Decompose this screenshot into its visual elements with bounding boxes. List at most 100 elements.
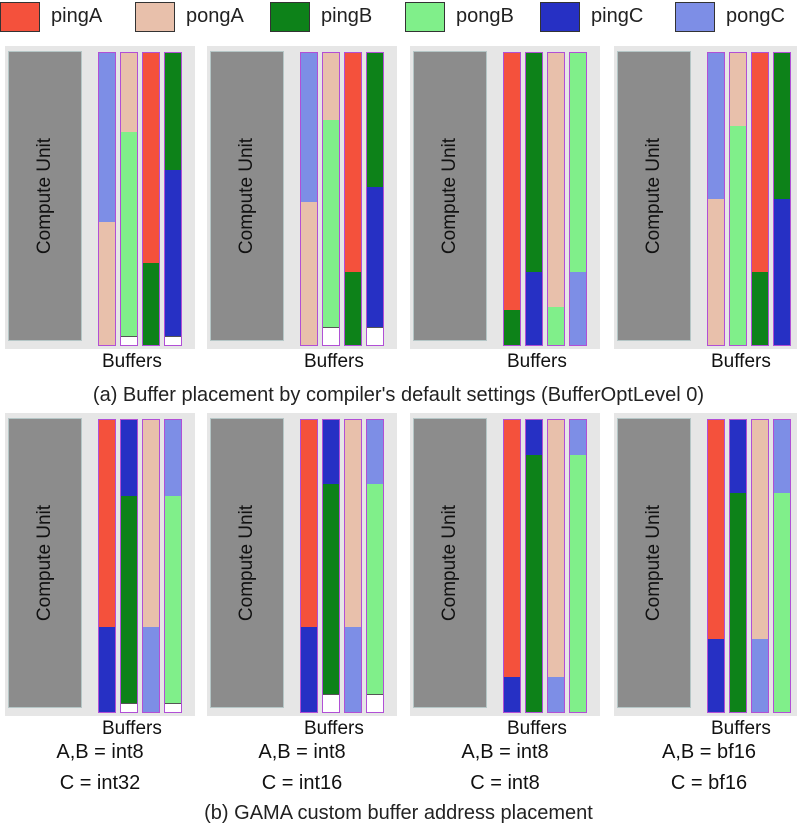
buffers-label: Buffers	[102, 718, 162, 739]
buffer-segment-free	[165, 703, 181, 712]
buffer-column	[344, 52, 362, 346]
buffer-segment-pingA	[752, 53, 768, 272]
buffer-segment-pingC	[526, 420, 542, 456]
buffer-segment-pingA	[345, 53, 361, 272]
buffer-segment-free	[121, 336, 137, 345]
buffers-label: Buffers	[711, 718, 771, 739]
buffer-column	[525, 52, 543, 346]
compute-unit-label: Compute Unit	[643, 504, 664, 622]
dtype-ab-label: A,B = int8	[461, 741, 549, 763]
compute-unit: Compute Unit	[8, 418, 82, 708]
buffer-column	[751, 419, 769, 713]
buffer-column	[120, 52, 138, 346]
buffers-label: Buffers	[304, 351, 364, 372]
caption-default-placement: (a) Buffer placement by compiler's defau…	[92, 384, 705, 406]
buffer-segment-pongA	[752, 420, 768, 639]
legend-label-pingA: pingA	[51, 5, 103, 27]
buffer-column	[707, 419, 725, 713]
buffer-segment-pongB	[367, 484, 383, 695]
buffer-segment-free	[165, 336, 181, 345]
compute-unit-label: Compute Unit	[34, 504, 55, 622]
legend-swatch-pingC	[540, 2, 580, 32]
buffer-column	[98, 419, 116, 713]
compute-unit-label: Compute Unit	[439, 137, 460, 255]
placement-panel: Compute Unit Buffers	[207, 413, 397, 739]
buffer-segment-pongC	[708, 53, 724, 199]
legend-item-pingB: pingB	[270, 0, 400, 34]
legend-swatch-pongB	[405, 2, 445, 32]
buffer-segment-pingB	[526, 53, 542, 272]
buffer-column	[300, 52, 318, 346]
buffer-segment-pongB	[165, 495, 181, 704]
buffer-column	[366, 419, 384, 713]
buffer-segment-pingC	[301, 627, 317, 712]
buffers-label: Buffers	[507, 351, 567, 372]
placement-panel: Compute Unit Buffers	[614, 413, 797, 739]
buffer-segment-pingB	[323, 484, 339, 695]
compute-unit: Compute Unit	[413, 418, 487, 708]
compute-unit-label: Compute Unit	[643, 137, 664, 255]
buffer-column	[729, 419, 747, 713]
compute-unit: Compute Unit	[210, 418, 284, 708]
buffer-segment-free	[323, 327, 339, 345]
buffer-column	[525, 419, 543, 713]
placement-panel: Compute Unit Buffers	[614, 46, 797, 372]
buffer-column	[773, 52, 791, 346]
compute-unit-label: Compute Unit	[439, 504, 460, 622]
buffer-segment-pingC	[774, 199, 790, 345]
buffer-segment-pongC	[570, 420, 586, 456]
buffer-segment-pingB	[345, 272, 361, 345]
buffer-segment-pongA	[708, 199, 724, 345]
buffer-segment-pongB	[323, 120, 339, 328]
legend-swatch-pingB	[270, 2, 310, 32]
legend-item-pongC: pongC	[675, 0, 797, 34]
buffer-column	[547, 52, 565, 346]
buffer-segment-pongC	[143, 627, 159, 712]
buffer-segment-pingB	[504, 309, 520, 345]
placement-panel: Compute Unit Buffers	[410, 46, 600, 372]
dtype-c-label: C = int16	[261, 772, 343, 794]
buffer-column	[322, 52, 340, 346]
buffer-segment-pingC	[367, 187, 383, 328]
buffer-segment-pingA	[708, 420, 724, 639]
buffer-segment-pongA	[99, 222, 115, 345]
buffer-segment-pongA	[548, 420, 564, 677]
buffer-column	[751, 52, 769, 346]
buffer-column	[547, 419, 565, 713]
dtype-c-label: C = bf16	[670, 772, 748, 794]
buffer-segment-pingA	[504, 420, 520, 677]
buffers-label: Buffers	[711, 351, 771, 372]
dtype-c-label: C = int32	[59, 772, 141, 794]
buffer-segment-pongA	[323, 53, 339, 121]
buffer-segment-pingB	[774, 53, 790, 199]
buffer-column	[344, 419, 362, 713]
buffer-segment-pongC	[99, 53, 115, 223]
buffer-segment-pingA	[143, 53, 159, 264]
buffer-segment-pingC	[121, 420, 137, 496]
buffer-segment-pingB	[730, 493, 746, 712]
compute-unit-label: Compute Unit	[236, 137, 257, 255]
legend-label-pingB: pingB	[321, 5, 373, 27]
buffers-label: Buffers	[507, 718, 567, 739]
placement-panel: Compute Unit Buffers	[5, 413, 195, 739]
buffer-segment-pongC	[367, 420, 383, 485]
buffer-segment-pingA	[504, 53, 520, 310]
buffer-segment-pongC	[301, 53, 317, 202]
buffer-segment-pongB	[570, 53, 586, 272]
buffer-segment-pingB	[165, 53, 181, 170]
compute-unit: Compute Unit	[8, 51, 82, 341]
buffer-column	[569, 52, 587, 346]
buffer-column	[503, 419, 521, 713]
buffer-segment-free	[121, 703, 137, 712]
buffer-column	[142, 419, 160, 713]
buffer-column	[569, 419, 587, 713]
compute-unit: Compute Unit	[617, 51, 691, 341]
buffer-segment-pongC	[774, 420, 790, 493]
buffer-segment-pingC	[165, 169, 181, 337]
buffer-segment-free	[367, 327, 383, 345]
buffer-column	[503, 52, 521, 346]
buffer-segment-pongA	[730, 53, 746, 126]
buffer-segment-pongB	[548, 307, 564, 345]
buffer-column	[773, 419, 791, 713]
